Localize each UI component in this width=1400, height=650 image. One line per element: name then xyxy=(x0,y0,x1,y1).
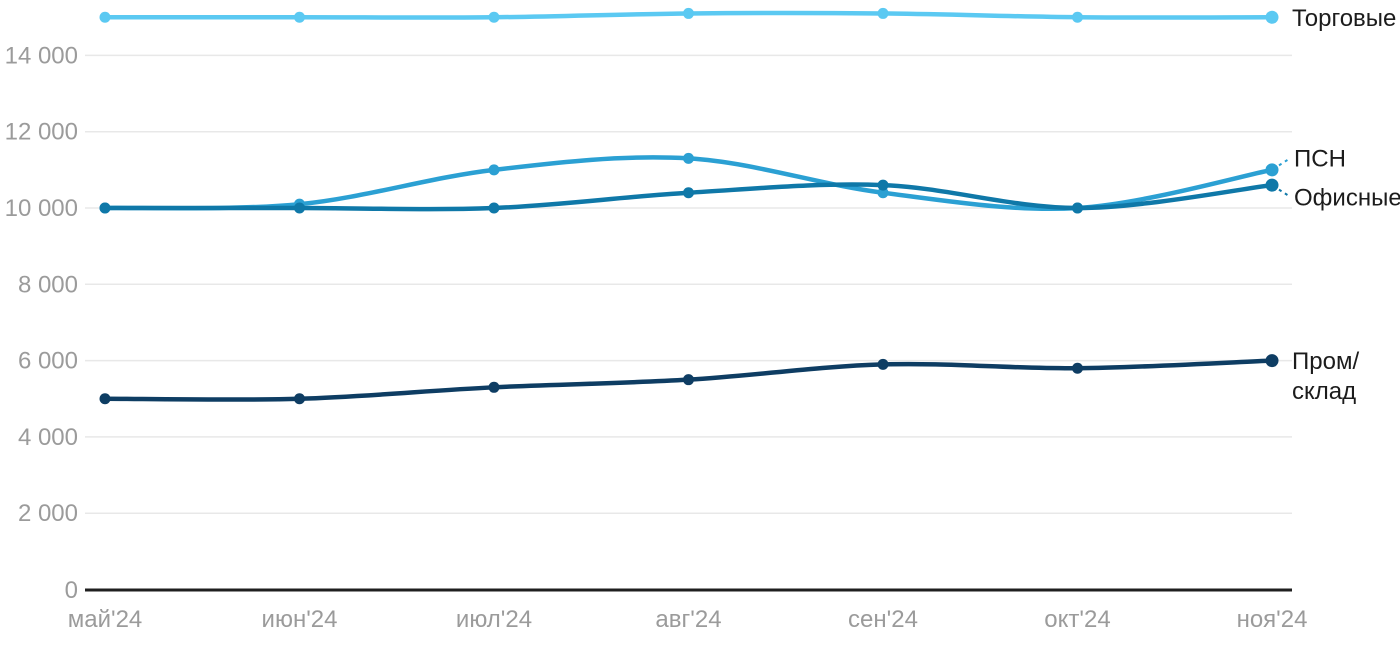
leader-line xyxy=(1278,188,1291,198)
data-point[interactable] xyxy=(877,179,889,191)
data-point[interactable] xyxy=(877,358,889,370)
data-point[interactable] xyxy=(1072,202,1083,214)
data-point[interactable] xyxy=(683,7,694,19)
series-label-3: склад xyxy=(1292,378,1356,405)
x-tick-label: авг'24 xyxy=(655,606,721,633)
y-tick-label: 4 000 xyxy=(18,424,78,451)
data-point[interactable] xyxy=(99,393,111,405)
data-point[interactable] xyxy=(1265,163,1279,177)
data-point[interactable] xyxy=(99,11,111,23)
x-tick-label: сен'24 xyxy=(848,606,918,633)
y-tick-label: 8 000 xyxy=(18,271,78,298)
series-line-1 xyxy=(102,155,1275,212)
data-point[interactable] xyxy=(683,152,694,164)
data-point[interactable] xyxy=(488,164,500,176)
data-point[interactable] xyxy=(1265,178,1279,192)
data-point[interactable] xyxy=(294,11,305,23)
data-point[interactable] xyxy=(683,374,694,386)
series-label-2: Офисные xyxy=(1294,185,1400,212)
x-tick-label: июн'24 xyxy=(262,606,338,633)
y-tick-label: 12 000 xyxy=(5,119,78,146)
data-point[interactable] xyxy=(877,187,889,199)
data-point[interactable] xyxy=(683,187,694,199)
data-point[interactable] xyxy=(488,11,500,23)
y-tick-label: 14 000 xyxy=(5,42,78,69)
y-tick-label: 6 000 xyxy=(18,348,78,375)
series-label-1: ПСН xyxy=(1294,145,1346,172)
data-point[interactable] xyxy=(1072,362,1083,374)
y-tick-label: 2 000 xyxy=(18,500,78,527)
x-tick-label: май'24 xyxy=(68,606,143,633)
data-point[interactable] xyxy=(294,202,305,214)
y-tick-label: 10 000 xyxy=(5,195,78,222)
x-tick-label: ноя'24 xyxy=(1237,606,1308,633)
x-tick-label: окт'24 xyxy=(1044,606,1110,633)
data-point[interactable] xyxy=(294,393,305,405)
data-point[interactable] xyxy=(488,381,500,393)
series-label-3: Пром/ xyxy=(1292,348,1359,375)
data-point[interactable] xyxy=(1265,10,1279,24)
data-point[interactable] xyxy=(488,202,500,214)
data-point[interactable] xyxy=(877,7,889,19)
x-tick-label: июл'24 xyxy=(456,606,532,633)
data-point[interactable] xyxy=(1072,11,1083,23)
data-point[interactable] xyxy=(1265,354,1279,368)
y-tick-label: 0 xyxy=(65,577,78,604)
data-point[interactable] xyxy=(99,202,111,214)
leader-line xyxy=(1278,157,1291,167)
series-label-0: Торговые xyxy=(1292,5,1396,32)
